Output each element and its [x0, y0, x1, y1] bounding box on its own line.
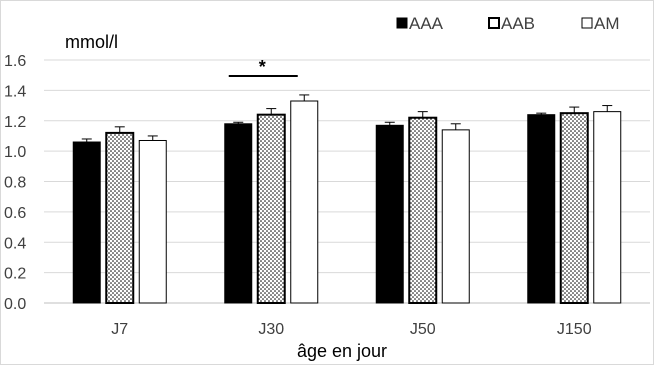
y-tick-label: 0.0 [4, 296, 26, 313]
y-tick-label: 1.6 [4, 53, 26, 70]
y-tick-label: 0.8 [4, 175, 26, 192]
x-tick-label: J150 [557, 321, 592, 338]
x-tick-label: J7 [111, 321, 128, 338]
y-tick-label: 1.0 [4, 144, 26, 161]
significance-marker: * [259, 57, 266, 77]
legend-label-AM: AM [594, 14, 620, 33]
y-tick-label: 1.2 [4, 114, 26, 131]
bar-AM-J7 [138, 139, 167, 304]
bar-AAB-J150 [559, 112, 589, 304]
legend-swatch-AAA [396, 17, 408, 29]
y-tick-label: 0.2 [4, 266, 26, 283]
bar-AAB-J30 [256, 113, 286, 304]
legend-swatch-AAB [488, 17, 500, 29]
legend-label-AAA: AAA [409, 14, 444, 33]
x-axis-label: âge en jour [297, 341, 387, 361]
bar-AM-J150 [593, 111, 622, 304]
bar-AAA-J150 [527, 114, 556, 304]
bar-AAA-J50 [375, 124, 404, 304]
y-unit-label: mmol/l [65, 32, 118, 52]
bar-AAA-J30 [224, 123, 253, 304]
y-tick-label: 0.4 [4, 235, 26, 252]
bar-AAB-J50 [408, 116, 438, 305]
legend-label-AAB: AAB [501, 14, 535, 33]
bar-AM-J30 [290, 100, 319, 304]
legend-swatch-AM [581, 17, 593, 29]
bar-AAB-J7 [105, 131, 135, 304]
bar-AM-J50 [441, 129, 470, 304]
y-tick-label: 0.6 [4, 205, 26, 222]
x-tick-label: J30 [258, 321, 284, 338]
y-tick-label: 1.4 [4, 83, 26, 100]
x-tick-label: J50 [410, 321, 436, 338]
bar-AAA-J7 [72, 141, 101, 304]
